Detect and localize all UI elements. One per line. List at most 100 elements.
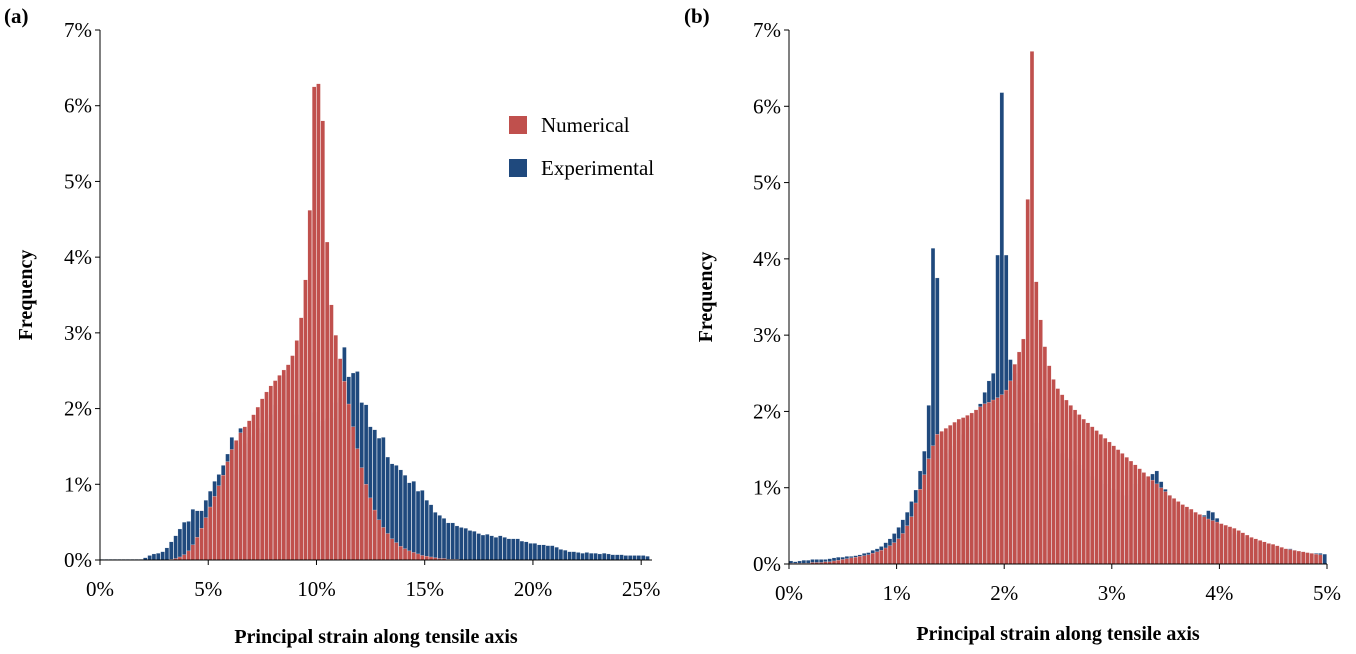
bar-numerical bbox=[368, 497, 373, 561]
bar-numerical bbox=[402, 548, 408, 561]
bar-numerical bbox=[896, 538, 901, 565]
bar-numerical bbox=[398, 546, 403, 561]
bar-numerical bbox=[294, 340, 299, 561]
bar-numerical bbox=[1206, 518, 1211, 565]
bar-experimental bbox=[550, 545, 555, 561]
bar-experimental bbox=[173, 535, 178, 561]
legend-label-experimental: Experimental bbox=[541, 156, 654, 180]
bar-numerical bbox=[995, 397, 1000, 565]
bar-experimental bbox=[563, 550, 568, 561]
bar-numerical bbox=[1034, 281, 1039, 565]
bar-numerical bbox=[1038, 319, 1043, 565]
bar-numerical bbox=[316, 83, 321, 561]
bar-numerical bbox=[1133, 464, 1138, 565]
bar-numerical bbox=[329, 304, 334, 561]
bar-experimental bbox=[610, 554, 615, 561]
y-axis-title: Frequency bbox=[695, 252, 717, 343]
bar-experimental bbox=[515, 538, 520, 561]
bar-numerical bbox=[264, 391, 269, 561]
bar-numerical bbox=[1266, 543, 1271, 565]
bar-numerical bbox=[1150, 479, 1155, 565]
bar-numerical bbox=[1232, 528, 1237, 565]
bar-experimental bbox=[467, 530, 473, 561]
bar-numerical bbox=[307, 210, 312, 561]
bar-numerical bbox=[1008, 380, 1013, 565]
bar-experimental bbox=[160, 551, 165, 561]
y-tick-label: 3% bbox=[64, 321, 92, 345]
bar-experimental bbox=[437, 515, 442, 561]
bar-experimental bbox=[402, 475, 408, 561]
bar-numerical bbox=[1245, 534, 1250, 565]
bar-numerical bbox=[844, 558, 850, 565]
bar-numerical bbox=[1163, 491, 1168, 565]
bar-experimental bbox=[502, 537, 507, 561]
y-tick-label: 5% bbox=[753, 171, 781, 195]
bar-numerical bbox=[978, 406, 983, 565]
bar-numerical bbox=[1292, 550, 1297, 565]
bar-numerical bbox=[333, 335, 338, 561]
y-tick-label: 7% bbox=[64, 18, 92, 42]
bar-numerical bbox=[325, 241, 330, 561]
y-tick-label: 2% bbox=[753, 399, 781, 423]
bar-numerical bbox=[986, 402, 992, 565]
y-tick-label: 6% bbox=[64, 94, 92, 118]
bar-numerical bbox=[1111, 445, 1116, 565]
bar-numerical bbox=[1313, 553, 1319, 565]
bar-numerical bbox=[1240, 532, 1245, 565]
bar-experimental bbox=[645, 556, 650, 561]
bar-experimental bbox=[450, 522, 455, 561]
bar-experimental bbox=[446, 522, 451, 561]
bar-numerical bbox=[1128, 460, 1134, 565]
bar-numerical bbox=[182, 554, 187, 561]
series-numerical bbox=[169, 83, 460, 561]
bar-experimental bbox=[641, 555, 646, 561]
bar-numerical bbox=[1180, 504, 1185, 565]
bar-numerical bbox=[1193, 512, 1198, 565]
bar-experimental bbox=[151, 553, 157, 561]
bar-numerical bbox=[1214, 521, 1220, 565]
bar-numerical bbox=[1258, 540, 1263, 565]
bar-experimental bbox=[541, 544, 546, 561]
bar-numerical bbox=[1219, 523, 1224, 565]
bar-numerical bbox=[346, 403, 351, 561]
bar-numerical bbox=[255, 406, 260, 561]
bar-experimental bbox=[480, 534, 486, 561]
bar-numerical bbox=[385, 533, 390, 561]
bar-numerical bbox=[394, 542, 399, 561]
series-numerical bbox=[788, 51, 1323, 565]
bar-numerical bbox=[1115, 449, 1121, 565]
bar-experimental bbox=[519, 540, 525, 561]
bar-numerical bbox=[1141, 472, 1147, 565]
x-tick-label: 5% bbox=[194, 577, 222, 601]
bar-numerical bbox=[1309, 553, 1314, 565]
bar-experimental bbox=[623, 555, 628, 561]
bar-numerical bbox=[969, 412, 974, 565]
bar-experimental bbox=[177, 528, 183, 561]
panel-label-a: (a) bbox=[4, 4, 29, 28]
bar-numerical bbox=[199, 528, 204, 561]
legend-swatch-numerical bbox=[509, 116, 527, 134]
bar-numerical bbox=[376, 519, 382, 561]
bar-experimental bbox=[606, 553, 611, 561]
bar-experimental bbox=[580, 553, 585, 561]
bar-numerical bbox=[216, 485, 221, 561]
bar-experimental bbox=[593, 553, 598, 561]
bar-numerical bbox=[342, 381, 347, 561]
bar-numerical bbox=[900, 533, 905, 565]
bar-numerical bbox=[1107, 441, 1112, 565]
bar-experimental bbox=[584, 552, 589, 561]
bar-numerical bbox=[1283, 548, 1289, 565]
bar-numerical bbox=[372, 509, 377, 561]
bar-experimental bbox=[571, 551, 577, 561]
bar-numerical bbox=[935, 434, 940, 565]
bar-experimental bbox=[554, 547, 559, 561]
bar-numerical bbox=[363, 484, 369, 561]
bar-numerical bbox=[1262, 541, 1267, 565]
bar-numerical bbox=[1055, 388, 1060, 565]
bar-numerical bbox=[1275, 545, 1280, 565]
y-tick-label: 0% bbox=[64, 548, 92, 572]
bar-experimental bbox=[511, 538, 516, 561]
bar-experimental bbox=[524, 541, 529, 561]
bar-numerical bbox=[251, 414, 256, 561]
histogram-a: 0% 1% 2% 3% 4% 5% 6% 7% 0% 5% 10% 15% 20% 25% Principa… bbox=[15, 18, 660, 648]
